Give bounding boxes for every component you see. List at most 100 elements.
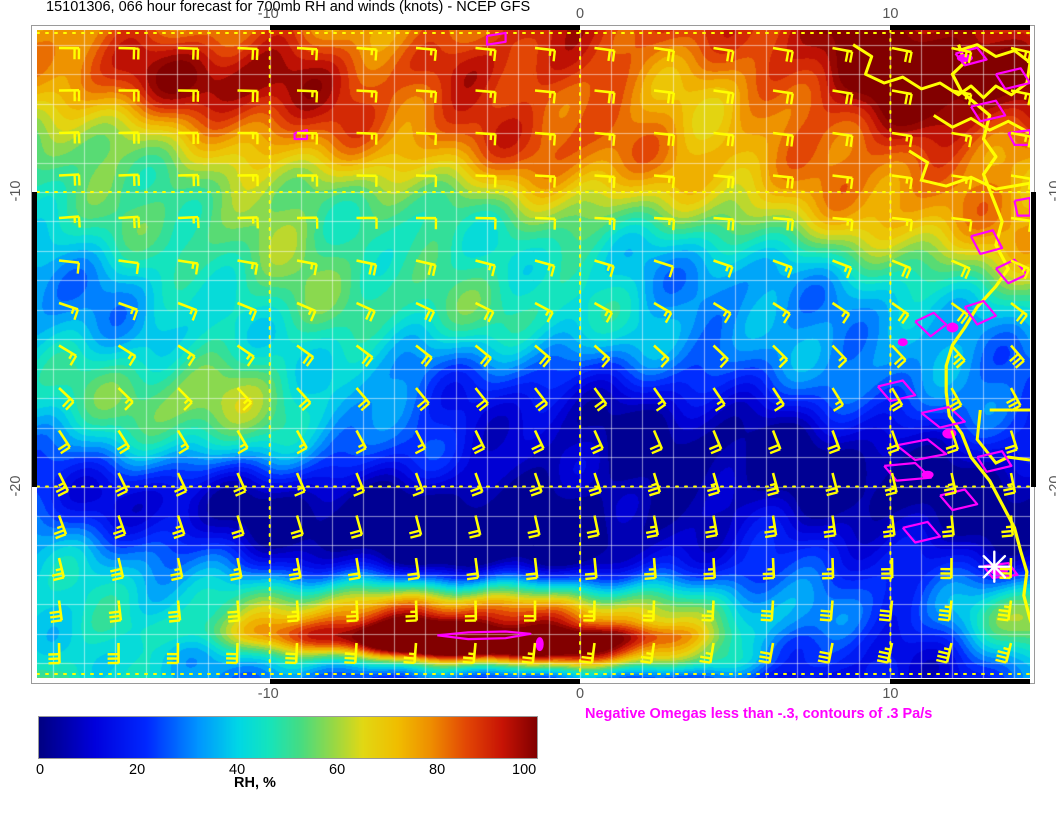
wind-barb — [296, 89, 319, 103]
barb-full — [951, 404, 962, 412]
wind-barb — [1004, 430, 1019, 455]
wind-barb — [356, 174, 378, 187]
barb-full — [998, 608, 1010, 613]
barb-shaft — [950, 259, 971, 270]
wind-barb — [296, 301, 317, 322]
wind-barb — [1010, 174, 1030, 190]
wind-barb — [53, 515, 68, 540]
wind-barb — [474, 301, 495, 323]
x-axis-tick-0: 0 — [576, 6, 585, 22]
barb-full — [287, 619, 299, 623]
barb-half — [943, 647, 951, 651]
barb-full — [762, 576, 774, 580]
barb-full — [434, 91, 438, 103]
omega-contour — [939, 488, 979, 512]
wind-barb — [891, 344, 907, 369]
wind-barb — [237, 131, 259, 145]
barb-full — [785, 50, 790, 62]
barb-shaft — [118, 301, 138, 311]
barb-half — [775, 400, 783, 406]
barb-full — [760, 614, 773, 618]
barb-shaft — [534, 131, 556, 136]
wind-barb — [462, 642, 477, 665]
barb-full — [818, 655, 830, 660]
barb-full — [228, 619, 240, 623]
barb-shaft — [117, 472, 129, 492]
barb-full — [758, 659, 770, 664]
wind-barb — [470, 472, 484, 497]
barb-half — [548, 49, 552, 56]
barb-full — [368, 263, 373, 275]
barb-full — [1015, 311, 1025, 322]
barb-shaft — [951, 216, 972, 222]
barb-full — [893, 356, 904, 366]
barb-full — [372, 264, 378, 276]
barb-shaft — [355, 301, 376, 313]
wind-barb — [950, 301, 969, 325]
barb-full — [229, 572, 241, 577]
barb-full — [296, 446, 308, 455]
barb-shaft — [58, 301, 79, 311]
barb-shaft — [594, 89, 615, 95]
barb-full — [703, 572, 715, 576]
barb-half — [846, 177, 850, 184]
barb-shaft — [832, 89, 853, 96]
barb-full — [705, 534, 718, 539]
barb-full — [936, 658, 948, 664]
barb-shaft — [950, 515, 955, 536]
barb-full — [845, 135, 850, 147]
wind-barb — [942, 515, 955, 538]
barb-full — [173, 533, 185, 540]
barb-shaft — [177, 387, 193, 404]
barb-shaft — [414, 429, 427, 449]
barb-half — [1003, 605, 1011, 609]
wind-barb — [772, 46, 794, 63]
barb-shaft — [475, 46, 496, 52]
barb-full — [298, 398, 309, 408]
wind-barb — [237, 259, 259, 275]
barb-full — [191, 309, 198, 321]
barb-full — [531, 443, 543, 451]
barb-full — [49, 610, 61, 615]
wind-barb — [534, 301, 554, 323]
wind-barb — [951, 89, 973, 106]
barb-full — [844, 92, 850, 105]
barb-shaft — [295, 472, 306, 492]
barb-full — [938, 613, 950, 618]
wind-barb — [950, 259, 971, 280]
barb-shaft — [594, 46, 615, 52]
barb-half — [951, 396, 958, 402]
barb-shaft — [1009, 387, 1022, 407]
barb-half — [884, 647, 891, 651]
barb-shaft — [534, 46, 556, 52]
barb-shaft — [296, 387, 312, 404]
barb-shaft — [118, 173, 139, 177]
colorbar-tick-100: 100 — [512, 762, 537, 778]
wind-barb — [594, 46, 616, 62]
wind-barb — [412, 472, 425, 497]
barb-full — [462, 656, 475, 660]
barb-shaft — [832, 216, 853, 222]
barb-shaft — [533, 429, 545, 450]
barb-shaft — [296, 301, 316, 313]
wind-barb — [237, 301, 258, 322]
barb-full — [471, 443, 483, 451]
wind-barb — [1006, 387, 1022, 412]
barb-shaft — [236, 472, 247, 492]
wind-barb — [1010, 131, 1030, 148]
barb-full — [419, 402, 430, 412]
barb-shaft — [951, 174, 972, 180]
barb-full — [671, 92, 676, 105]
barb-full — [785, 92, 790, 104]
barb-full — [671, 134, 676, 147]
barb-half — [487, 264, 492, 271]
barb-full — [877, 654, 889, 660]
barb-full — [114, 485, 126, 493]
colorbar-tick-0: 0 — [36, 762, 45, 778]
barb-full — [705, 529, 717, 534]
barb-full — [487, 311, 495, 323]
wind-barb — [772, 131, 795, 147]
barb-half — [489, 49, 493, 56]
barb-full — [491, 265, 497, 277]
barb-half — [710, 482, 717, 487]
